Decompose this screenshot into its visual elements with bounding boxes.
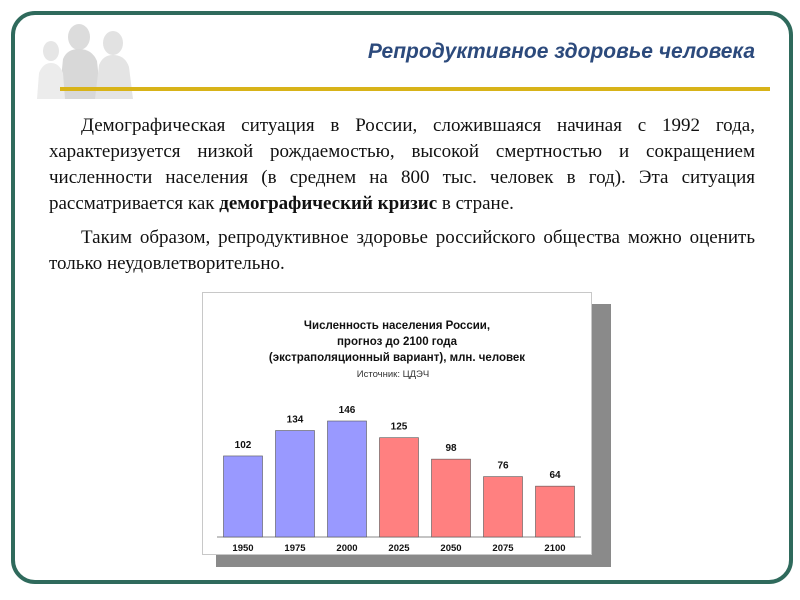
title-underline	[60, 87, 770, 91]
data-label-2100: 64	[549, 470, 561, 481]
paragraph-1: Демографическая ситуация в России, сложи…	[49, 113, 755, 217]
tick-label-2100: 2100	[544, 543, 565, 554]
tick-label-2050: 2050	[440, 543, 461, 554]
chart-source-label: Источник: ЦДЭЧ	[357, 369, 429, 380]
paragraph-1-end: в стране.	[437, 193, 514, 214]
bar-2050	[431, 458, 471, 538]
population-chart: Численность населения России, прогноз до …	[202, 292, 592, 555]
data-label-2050: 98	[445, 443, 457, 454]
paragraph-1-emphasis: демографический кризис	[219, 193, 438, 214]
bar-2000	[327, 420, 367, 538]
data-label-2075: 76	[497, 461, 509, 472]
paragraph-1-start: Демографическая ситуация в России, сложи…	[49, 115, 755, 214]
slide-title: Репродуктивное здоровье человека	[367, 40, 755, 63]
tick-label-1975: 1975	[284, 543, 306, 554]
data-label-1950: 102	[235, 440, 252, 451]
bar-1950	[223, 455, 263, 538]
bar-2075	[483, 476, 523, 538]
tick-label-2025: 2025	[388, 543, 410, 554]
tick-label-2000: 2000	[336, 543, 357, 554]
bar-2100	[535, 485, 575, 538]
chart-title-line-3: (экстраполяционный вариант), млн. челове…	[269, 352, 525, 364]
tick-label-2075: 2075	[492, 543, 514, 554]
data-label-1975: 134	[287, 415, 304, 426]
data-label-2025: 125	[391, 422, 408, 433]
chart-title-line-2: прогноз до 2100 года	[337, 336, 458, 348]
paragraph-2: Таким образом, репродуктивное здоровье р…	[49, 227, 755, 274]
chart-svg: Численность населения России, прогноз до …	[217, 320, 581, 554]
bar-2025	[379, 437, 419, 538]
tick-label-1950: 1950	[232, 543, 253, 554]
people-silhouette-logo	[37, 24, 133, 99]
bar-1975	[275, 430, 315, 538]
data-label-2000: 146	[339, 405, 356, 416]
body-text: Демографическая ситуация в России, сложи…	[49, 113, 755, 285]
chart-title-line-1: Численность населения России,	[304, 320, 490, 332]
